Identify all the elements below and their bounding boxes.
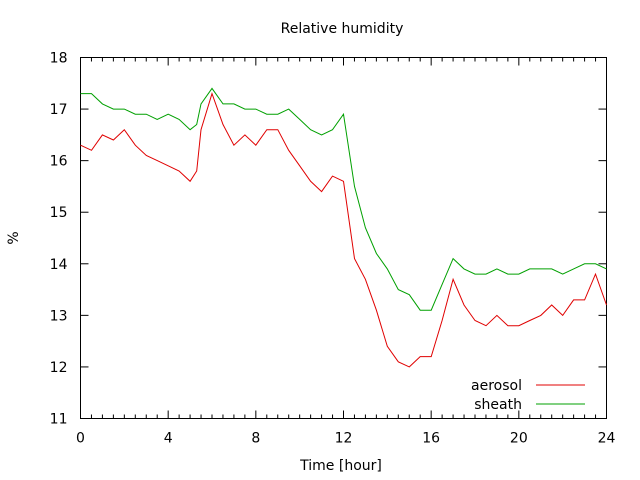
y-tick-label: 11 bbox=[50, 412, 68, 428]
series-line-sheath bbox=[80, 87, 607, 311]
y-tick-label: 18 bbox=[50, 51, 68, 67]
x-tick-label: 4 bbox=[164, 431, 173, 447]
y-axis-label: % bbox=[6, 231, 22, 244]
chart-title: Relative humidity bbox=[281, 21, 404, 37]
y-tick-label: 13 bbox=[50, 308, 68, 324]
y-tick-label: 16 bbox=[50, 154, 68, 170]
y-tick-label: 12 bbox=[50, 360, 68, 376]
x-tick-label: 0 bbox=[76, 431, 85, 447]
legend: aerosol sheath bbox=[471, 378, 585, 413]
y-tick-label: 14 bbox=[50, 257, 68, 273]
series-line-aerosol bbox=[80, 92, 607, 368]
x-tick-label: 20 bbox=[510, 431, 528, 447]
x-tick-label: 16 bbox=[422, 431, 440, 447]
legend-label-aerosol: aerosol bbox=[471, 378, 522, 394]
x-axis-label: Time [hour] bbox=[299, 458, 382, 474]
x-tick-label: 8 bbox=[251, 431, 260, 447]
y-tick-label: 15 bbox=[50, 205, 68, 221]
x-tick-label: 12 bbox=[335, 431, 353, 447]
legend-label-sheath: sheath bbox=[474, 397, 522, 413]
x-tick-label: 24 bbox=[598, 431, 616, 447]
y-tick-label: 17 bbox=[50, 102, 68, 118]
series-layer bbox=[80, 87, 607, 368]
axis-ticks: 0 4 8 12 16 20 24 11 12 13 14 15 16 17 18 bbox=[50, 51, 616, 447]
plot-frame bbox=[80, 57, 607, 419]
